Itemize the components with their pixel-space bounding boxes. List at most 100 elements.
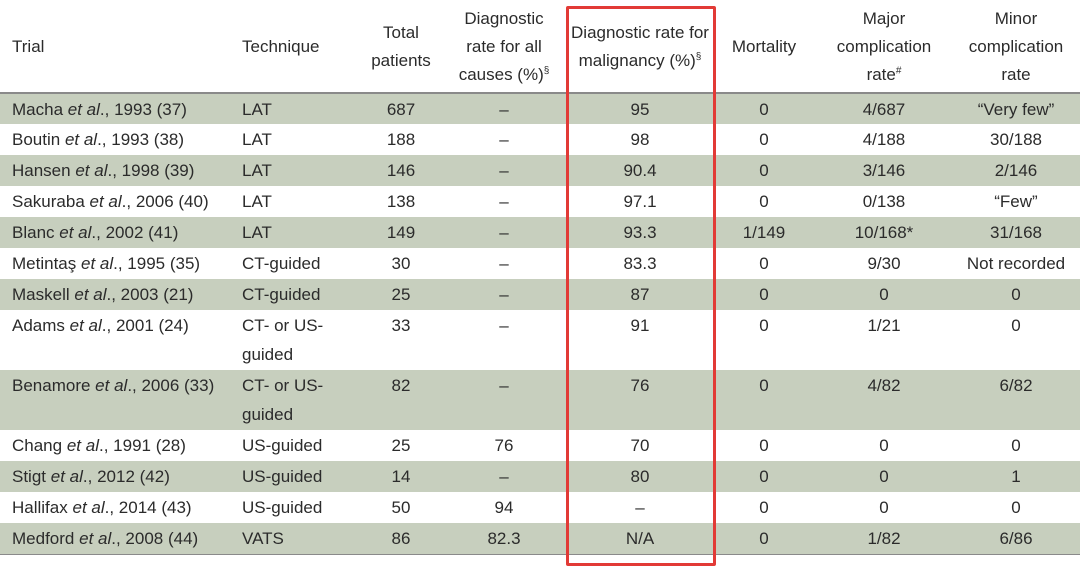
cell-technique: LAT — [242, 192, 272, 211]
cell-minor-complication: 0 — [1011, 436, 1021, 455]
header-row: Trial Technique Total patients Diagnosti… — [0, 0, 1080, 94]
table-row: Macha et al., 1993 (37) LAT 687 – 95 0 4/687 “V… — [0, 93, 1080, 124]
col-header-total-patients: Total patients — [362, 0, 440, 94]
cell-total-patients: 30 — [391, 254, 411, 273]
cell-mortality: 0 — [759, 100, 769, 119]
cell-mortality: 0 — [759, 529, 769, 548]
cell-mortality: 0 — [759, 436, 769, 455]
cell-diagnostic-all: – — [499, 161, 509, 180]
cell-minor-complication: 2/146 — [994, 161, 1038, 180]
top-strip — [0, 0, 1080, 9]
cell-technique: US-guided — [242, 498, 323, 517]
cell-diagnostic-malignancy: 83.3 — [623, 254, 657, 273]
cell-diagnostic-all: – — [499, 192, 509, 211]
cell-trial: Stigt et al., 2012 (42) — [12, 467, 170, 486]
cell-diagnostic-all: – — [499, 100, 509, 119]
cell-mortality: 0 — [759, 161, 769, 180]
cell-major-complication: 3/146 — [862, 161, 906, 180]
cell-mortality: 1/149 — [742, 223, 786, 242]
cell-diagnostic-all: 82.3 — [487, 529, 521, 548]
cell-diagnostic-all: 94 — [494, 498, 514, 517]
cell-diagnostic-all: – — [499, 130, 509, 149]
cell-technique: LAT — [242, 161, 272, 180]
cell-trial: Boutin et al., 1993 (38) — [12, 130, 185, 149]
table-row: Boutin et al., 1993 (38) LAT 188 – 98 0 4/188 3… — [0, 124, 1080, 155]
cell-trial: Macha et al., 1993 (37) — [12, 100, 187, 119]
cell-diagnostic-malignancy: 97.1 — [623, 192, 657, 211]
cell-technique: LAT — [242, 100, 272, 119]
cell-trial: Hallifax et al., 2014 (43) — [12, 498, 192, 517]
cell-technique: LAT — [242, 223, 272, 242]
cell-major-complication: 0/138 — [862, 192, 906, 211]
cell-trial: Sakuraba et al., 2006 (40) — [12, 192, 209, 211]
cell-technique: CT-guided — [242, 285, 321, 304]
cell-trial: Blanc et al., 2002 (41) — [12, 223, 179, 242]
col-header-trial: Trial — [0, 0, 238, 94]
table-row: Adams et al., 2001 (24) CT- or US-guided 3… — [0, 310, 1080, 370]
cell-technique: VATS — [242, 529, 284, 548]
cell-diagnostic-all: – — [499, 467, 509, 486]
cell-major-complication: 0 — [879, 467, 889, 486]
cell-mortality: 0 — [759, 254, 769, 273]
cell-minor-complication: “Few” — [994, 192, 1038, 211]
cell-minor-complication: 0 — [1011, 498, 1021, 517]
col-header-technique: Technique — [238, 0, 362, 94]
cell-total-patients: 138 — [386, 192, 416, 211]
cell-minor-complication: 30/188 — [990, 130, 1042, 149]
table-row: Benamore et al., 2006 (33) CT- or US-guid… — [0, 370, 1080, 430]
cell-diagnostic-malignancy: 98 — [630, 130, 650, 149]
cell-total-patients: 33 — [391, 316, 411, 335]
cell-major-complication: 0 — [879, 285, 889, 304]
cell-major-complication: 4/82 — [867, 376, 901, 395]
table-row: Chang et al., 1991 (28) US-guided 25 76 70 0 0… — [0, 430, 1080, 461]
cell-total-patients: 188 — [386, 130, 416, 149]
cell-diagnostic-malignancy: 95 — [630, 100, 650, 119]
trials-table: Trial Technique Total patients Diagnosti… — [0, 0, 1080, 554]
col-header-mortality: Mortality — [712, 0, 816, 94]
cell-minor-complication: 6/82 — [999, 376, 1033, 395]
cell-minor-complication: Not recorded — [966, 254, 1066, 273]
cell-diagnostic-all: – — [499, 316, 509, 335]
cell-diagnostic-malignancy: – — [635, 498, 645, 517]
col-header-diagnostic-malignancy: Diagnostic rate for malignancy (%)§ — [568, 0, 712, 94]
cell-diagnostic-all: – — [499, 376, 509, 395]
cell-total-patients: 14 — [391, 467, 411, 486]
table-row: Hallifax et al., 2014 (43) US-guided 50 94 –… — [0, 492, 1080, 523]
cell-technique: LAT — [242, 130, 272, 149]
cell-diagnostic-malignancy: 87 — [630, 285, 650, 304]
col-header-diagnostic-all: Diagnostic rate for all causes (%)§ — [440, 0, 568, 94]
table-row: Hansen et al., 1998 (39) LAT 146 – 90.4 0 3/14… — [0, 155, 1080, 186]
cell-technique: CT- or US-guided — [242, 316, 324, 364]
cell-mortality: 0 — [759, 498, 769, 517]
cell-technique: CT- or US-guided — [242, 376, 324, 424]
cell-total-patients: 146 — [386, 161, 416, 180]
cell-minor-complication: 0 — [1011, 316, 1021, 335]
cell-diagnostic-all: – — [499, 285, 509, 304]
cell-diagnostic-malignancy: 93.3 — [623, 223, 657, 242]
cell-trial: Benamore et al., 2006 (33) — [12, 376, 215, 395]
table-row: Medford et al., 2008 (44) VATS 86 82.3 N/A 0 1… — [0, 523, 1080, 554]
cell-mortality: 0 — [759, 316, 769, 335]
cell-total-patients: 82 — [391, 376, 411, 395]
cell-technique: CT-guided — [242, 254, 321, 273]
cell-technique: US-guided — [242, 436, 323, 455]
cell-diagnostic-all: – — [499, 223, 509, 242]
cell-mortality: 0 — [759, 192, 769, 211]
cell-major-complication: 1/21 — [867, 316, 901, 335]
cell-mortality: 0 — [759, 467, 769, 486]
cell-trial: Chang et al., 1991 (28) — [12, 436, 186, 455]
cell-major-complication: 4/188 — [862, 130, 906, 149]
cell-diagnostic-malignancy: 70 — [630, 436, 650, 455]
cell-diagnostic-malignancy: N/A — [625, 529, 655, 548]
cell-minor-complication: 0 — [1011, 285, 1021, 304]
table-row: Maskell et al., 2003 (21) CT-guided 25 – 87 0… — [0, 279, 1080, 310]
cell-technique: US-guided — [242, 467, 323, 486]
cell-total-patients: 50 — [391, 498, 411, 517]
table-row: Blanc et al., 2002 (41) LAT 149 – 93.3 1/149 1… — [0, 217, 1080, 248]
cell-diagnostic-all: 76 — [494, 436, 514, 455]
cell-minor-complication: “Very few” — [977, 100, 1055, 119]
cell-major-complication: 9/30 — [867, 254, 901, 273]
table-row: Stigt et al., 2012 (42) US-guided 14 – 80 0 0 1 — [0, 461, 1080, 492]
cell-diagnostic-all: – — [499, 254, 509, 273]
cell-trial: Maskell et al., 2003 (21) — [12, 285, 194, 304]
